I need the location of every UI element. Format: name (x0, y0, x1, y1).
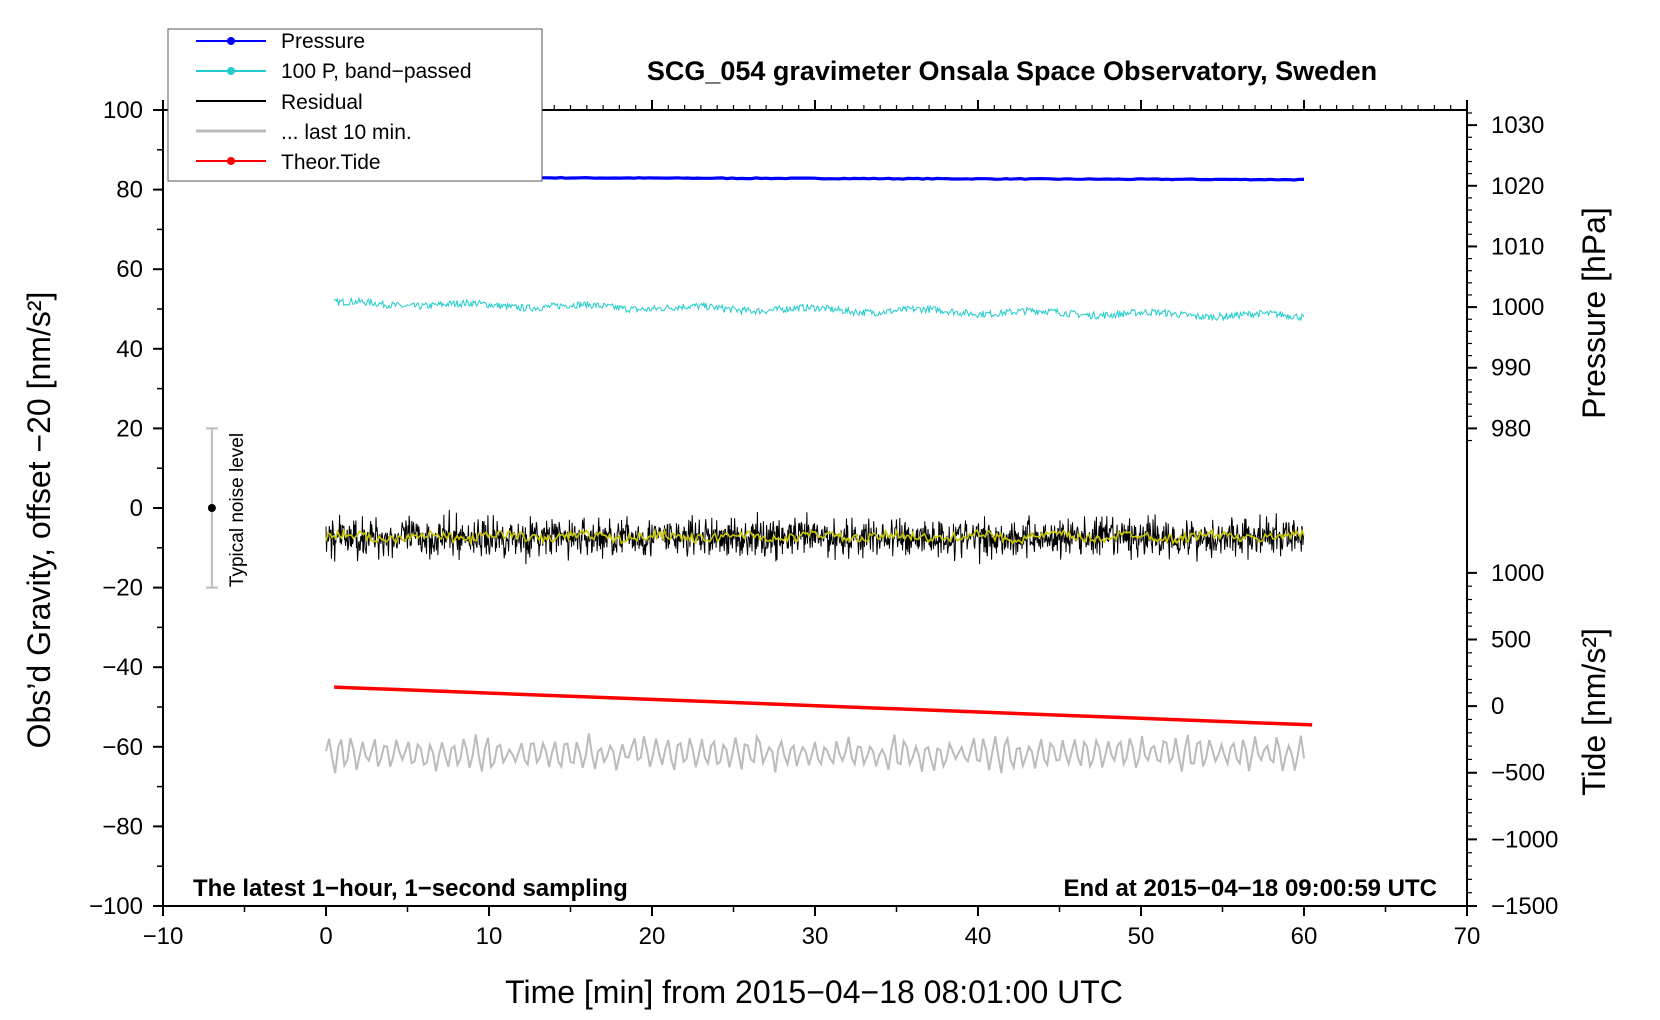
x-tick-label: 60 (1291, 923, 1318, 950)
y-tick-label: −40 (102, 654, 143, 681)
y-tick-label: −100 (89, 893, 143, 920)
tide-tick-label: −1500 (1491, 893, 1558, 920)
x-tick-label: 20 (639, 923, 666, 950)
pressure-tick-label: 990 (1491, 355, 1531, 382)
series-last-10-min (325, 733, 1305, 774)
series-band-passed-pressure (334, 296, 1305, 322)
y-tick-label: −20 (102, 575, 143, 602)
y-tick-label: 40 (116, 336, 143, 363)
legend-box (167, 28, 543, 182)
noise-bar-center-dot (207, 504, 216, 512)
y-tick-label: 80 (116, 177, 143, 204)
x-tick-label: 10 (476, 923, 503, 950)
pressure-tick-label: 1030 (1491, 112, 1544, 139)
x-axis-label: Time [min] from 2015−04−18 08:01:00 UTC (505, 974, 1123, 1010)
noise-level-label: Typical noise level (227, 433, 248, 587)
legend-label-band-passed: 100 P, band−passed (281, 60, 472, 83)
pressure-tick-label: 980 (1491, 415, 1531, 442)
y-tick-label: 60 (116, 256, 143, 283)
y-tick-label: 0 (130, 495, 143, 522)
legend-swatch-marker (227, 67, 235, 75)
y-tick-label: 20 (116, 415, 143, 442)
pressure-tick-label: 1000 (1491, 294, 1544, 321)
tide-tick-label: 1000 (1491, 560, 1544, 587)
tide-tick-label: 0 (1491, 693, 1504, 720)
legend-label-theor-tide: Theor.Tide (281, 151, 381, 174)
series-residual (325, 509, 1305, 565)
series-residual-smoothed (325, 527, 1305, 547)
x-tick-label: 30 (802, 923, 829, 950)
x-tick-label: 40 (965, 923, 992, 950)
left-y-axis-label: Obs’d Gravity, offset −20 [nm/s²] (21, 292, 57, 749)
y-tick-label: 100 (103, 97, 143, 124)
legend-entries (196, 37, 266, 165)
end-time-note: End at 2015−04−18 09:00:59 UTC (1063, 875, 1437, 902)
legend-label-residual: Residual (281, 91, 363, 114)
chart-title: SCG_054 gravimeter Onsala Space Observat… (647, 56, 1377, 86)
legend-label-pressure: Pressure (281, 30, 365, 53)
x-tick-label: −10 (143, 923, 184, 950)
tide-axis-label: Tide [nm/s²] (1576, 628, 1612, 796)
pressure-axis-label: Pressure [hPa] (1576, 207, 1612, 419)
legend-label-last-10-min: ... last 10 min. (281, 121, 412, 144)
tide-tick-label: 500 (1491, 626, 1531, 653)
legend-swatch-marker (227, 157, 235, 165)
y-tick-label: −80 (102, 813, 143, 840)
x-tick-label: 50 (1128, 923, 1155, 950)
pressure-tick-label: 1010 (1491, 233, 1544, 260)
y-tick-label: −60 (102, 734, 143, 761)
tide-tick-label: −1000 (1491, 826, 1558, 853)
series-theor-tide (334, 685, 1313, 727)
x-tick-label: 70 (1454, 923, 1481, 950)
axes-layer: −10 0 10 20 30 40 50 60 70−100−80−60−40−20020406… (89, 97, 1558, 950)
sampling-note: The latest 1−hour, 1−second sampling (193, 875, 628, 902)
tide-tick-label: −500 (1491, 760, 1545, 787)
pressure-tick-label: 1020 (1491, 173, 1544, 200)
x-tick-label: 0 (319, 923, 332, 950)
legend-swatch-marker (227, 37, 235, 45)
legend: Pressure 100 P, band−passed Residual ...… (167, 28, 543, 182)
